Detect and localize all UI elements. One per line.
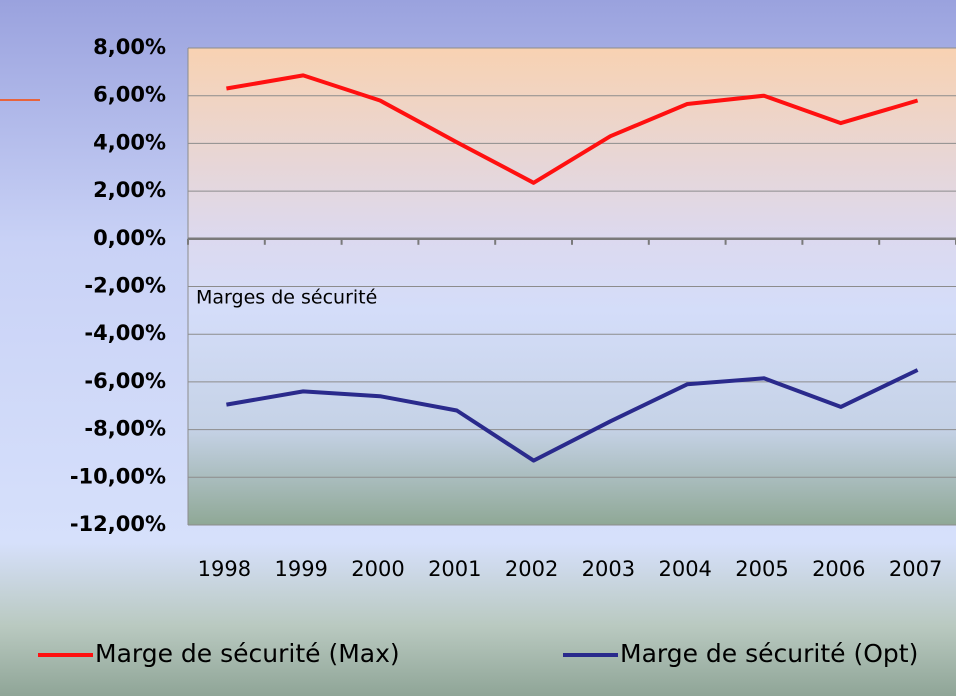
legend-label: Marge de sécurité (Opt) — [620, 639, 918, 668]
legend-label: Marge de sécurité (Max) — [95, 639, 400, 668]
series-line — [226, 73, 919, 185]
x-tick-label: 2001 — [428, 557, 481, 581]
x-tick-label: 2006 — [812, 557, 865, 581]
y-tick-label: -4,00% — [84, 321, 166, 345]
x-tick-label: 1998 — [198, 557, 251, 581]
x-tick-label: 2007 — [889, 557, 942, 581]
x-tick-label: 2000 — [351, 557, 404, 581]
y-tick-label: 2,00% — [93, 178, 166, 202]
y-tick-label: -2,00% — [84, 274, 166, 298]
y-tick-label: -6,00% — [84, 369, 166, 393]
y-tick-label: -8,00% — [84, 417, 166, 441]
x-tick-label: 2003 — [582, 557, 635, 581]
y-tick-label: -12,00% — [70, 512, 166, 536]
y-tick-label: -10,00% — [70, 464, 166, 488]
y-tick-label: 6,00% — [93, 83, 166, 107]
x-tick-label: 2002 — [505, 557, 558, 581]
x-tick-label: 2004 — [658, 557, 711, 581]
y-tick-label: 4,00% — [93, 130, 166, 154]
series-line — [226, 368, 919, 463]
x-tick-label: 2005 — [735, 557, 788, 581]
y-tick-label: 0,00% — [93, 226, 166, 250]
y-tick-label: 8,00% — [93, 35, 166, 59]
x-tick-label: 1999 — [274, 557, 327, 581]
annotation: Marges de sécurité — [196, 287, 377, 309]
